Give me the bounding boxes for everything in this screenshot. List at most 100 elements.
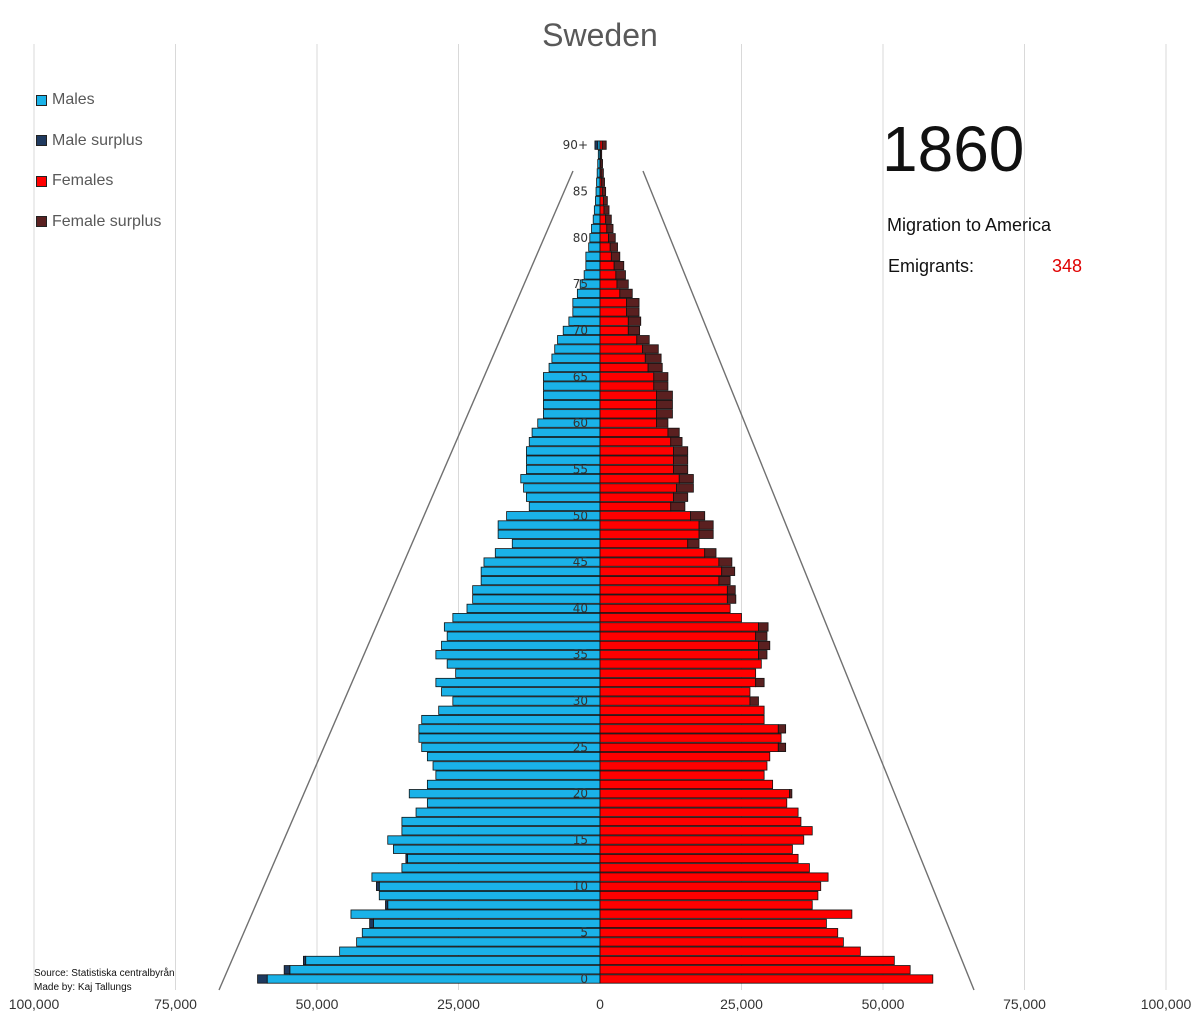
- bar-female-surplus: [609, 242, 618, 252]
- bar-males: [350, 909, 601, 919]
- bar-females: [599, 965, 911, 975]
- bar-males: [497, 529, 601, 539]
- bar-females: [599, 937, 844, 947]
- age-tick-labels: 0 5 10 15 20 25 30 35 40 45 50 55 60 65 70 75 80 85 90+: [563, 138, 588, 986]
- bar-males: [543, 390, 601, 400]
- bar-males: [554, 344, 601, 354]
- bar-female-surplus: [627, 316, 642, 326]
- bar-females: [599, 928, 839, 938]
- bar-female-surplus: [698, 529, 714, 539]
- bar-females: [599, 733, 782, 743]
- age-tick-label: 80: [573, 231, 588, 245]
- bar-females: [599, 353, 646, 363]
- bar-female-surplus: [601, 140, 607, 150]
- bar-males: [572, 298, 601, 308]
- bar-female-surplus: [636, 335, 650, 345]
- bar-female-surplus: [603, 205, 610, 215]
- x-tick-label: 25,000: [720, 996, 763, 1012]
- bar-female-surplus: [758, 650, 768, 660]
- bar-male-surplus: [376, 881, 380, 891]
- bar-females: [599, 650, 759, 660]
- bar-female-surplus: [758, 640, 771, 651]
- legend-swatch-female-surplus: [36, 216, 47, 228]
- bar-females: [599, 659, 762, 669]
- bar-female-surplus: [619, 288, 633, 298]
- bar-females: [599, 974, 934, 984]
- pyramid-outline-left: [218, 170, 574, 991]
- bar-females: [599, 816, 802, 827]
- bar-females: [599, 603, 731, 614]
- bar-females: [599, 335, 638, 345]
- bar-females: [599, 344, 643, 354]
- bar-males: [356, 937, 601, 947]
- bar-females: [599, 474, 680, 484]
- bar-female-surplus: [610, 251, 621, 261]
- bar-female-surplus: [606, 223, 614, 234]
- bar-females: [599, 399, 657, 410]
- legend-swatch-females: [36, 175, 47, 187]
- bar-females: [599, 909, 853, 919]
- age-tick-label: 70: [573, 323, 588, 337]
- bar-males: [371, 872, 601, 882]
- bar-males: [526, 492, 601, 502]
- bar-females: [599, 446, 674, 456]
- bar-females: [599, 668, 757, 678]
- legend-item-female-surplus: Female surplus: [36, 202, 161, 243]
- bar-female-surplus: [687, 538, 700, 549]
- x-tick-label: 0: [596, 996, 604, 1012]
- bar-males: [531, 427, 601, 437]
- bar-female-surplus: [644, 353, 662, 363]
- bar-males: [480, 576, 601, 586]
- bar-female-surplus: [602, 196, 608, 206]
- bar-male-surplus: [405, 853, 408, 864]
- bar-females: [599, 455, 674, 465]
- bar-female-surplus: [616, 279, 629, 289]
- bar-males: [543, 381, 601, 391]
- bar-females: [599, 742, 779, 752]
- bar-males: [595, 186, 601, 197]
- bar-males: [472, 585, 601, 595]
- age-tick-label: 15: [573, 833, 588, 847]
- bar-female-surplus: [656, 399, 673, 410]
- chart-title: Sweden: [542, 17, 658, 53]
- bar-male-surplus: [303, 955, 307, 966]
- bar-males: [543, 372, 601, 382]
- x-tick-label: 50,000: [862, 996, 905, 1012]
- bar-females: [599, 242, 611, 252]
- bar-females: [599, 464, 674, 475]
- bar-males: [572, 307, 601, 317]
- bar-females: [599, 955, 895, 966]
- legend-swatch-males: [36, 94, 47, 106]
- bar-females: [599, 872, 829, 882]
- bar-female-surplus: [676, 483, 694, 493]
- bar-female-surplus: [613, 260, 625, 271]
- bar-males: [543, 409, 601, 419]
- bar-females: [599, 891, 819, 901]
- bar-females: [599, 288, 621, 298]
- bar-female-surplus: [758, 622, 769, 632]
- bar-female-surplus: [626, 307, 640, 317]
- x-tick-label: 75,000: [154, 996, 197, 1012]
- bar-females: [599, 770, 765, 780]
- made-by-text: Made by: Kaj Tallungs: [34, 982, 132, 993]
- bar-male-surplus: [257, 974, 268, 984]
- bar-females: [599, 205, 605, 215]
- bar-female-surplus: [600, 159, 603, 169]
- legend-swatch-male-surplus: [36, 135, 47, 147]
- bar-females: [599, 779, 774, 790]
- legend: Males Male surplus Females Female surplu…: [36, 80, 161, 242]
- bar-males: [408, 789, 601, 799]
- bar-males: [407, 853, 601, 864]
- bar-females: [599, 390, 657, 400]
- bar-female-surplus: [673, 446, 689, 456]
- bar-males: [446, 631, 601, 641]
- bar-females: [599, 798, 788, 808]
- bar-males: [361, 928, 601, 938]
- bar-females: [599, 853, 799, 864]
- bar-females: [599, 418, 657, 428]
- bar-males: [592, 214, 601, 224]
- bar-males: [339, 946, 601, 956]
- x-tick-label: 75,000: [1003, 996, 1046, 1012]
- bar-males: [401, 863, 601, 873]
- bar-males: [435, 770, 601, 780]
